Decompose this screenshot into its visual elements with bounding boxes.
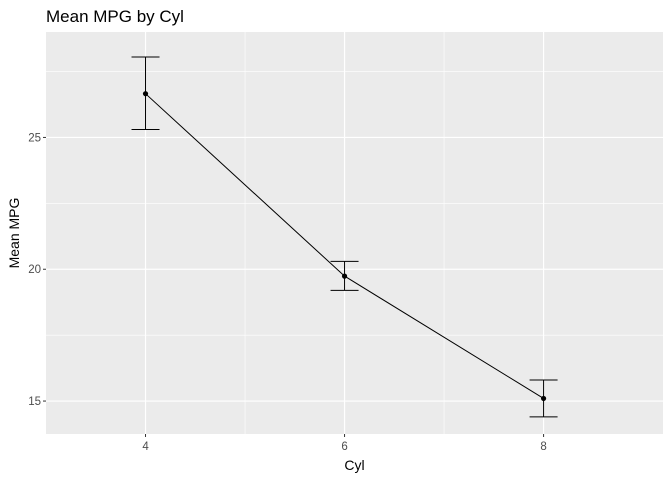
y-tick-label: 20: [28, 264, 41, 276]
y-axis: 15 20 25: [28, 132, 46, 408]
x-tick-label: 6: [341, 441, 347, 453]
chart-title: Mean MPG by Cyl: [46, 7, 184, 26]
x-tick-label: 8: [540, 441, 546, 453]
y-tick-label: 15: [28, 396, 41, 408]
grid-minor: [46, 32, 663, 434]
data-point: [540, 395, 547, 402]
x-tick-label: 4: [142, 441, 149, 453]
x-axis: 4 6 8: [142, 434, 547, 453]
data-points: [142, 91, 547, 402]
plot-panel: [46, 32, 663, 434]
x-axis-title: Cyl: [344, 457, 364, 473]
y-axis-title: Mean MPG: [6, 198, 22, 269]
grid-major: [46, 32, 663, 434]
data-point: [142, 91, 149, 97]
data-point: [341, 273, 348, 279]
y-tick-label: 25: [28, 132, 41, 144]
